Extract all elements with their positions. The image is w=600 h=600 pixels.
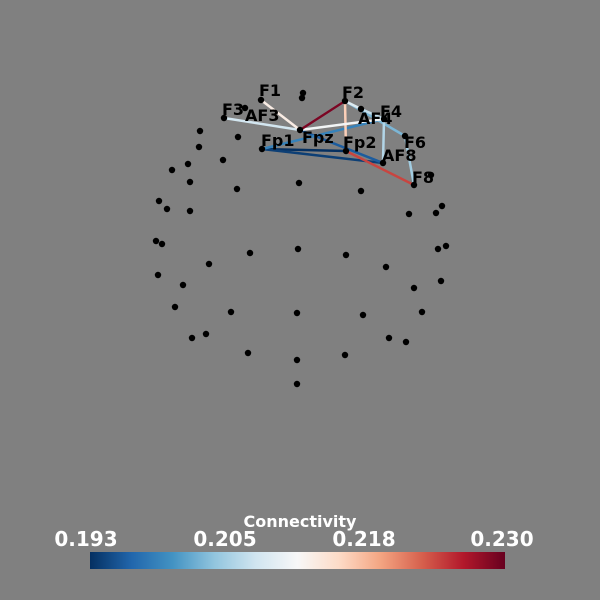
- sensor-markers: [152, 89, 450, 388]
- connection-line-Fp1-F4: [260, 117, 386, 151]
- sensor-marker: [298, 94, 306, 102]
- sensor-marker: [442, 242, 450, 250]
- sensor-marker: [359, 311, 367, 319]
- sensor-marker-Fp2: [342, 147, 350, 155]
- sensor-marker-Fp1: [258, 145, 266, 153]
- sensor-label-AF4: AF4: [358, 109, 392, 128]
- sensor-marker: [357, 187, 365, 195]
- sensor-label-AF8: AF8: [382, 146, 416, 165]
- sensor-marker: [163, 205, 171, 213]
- sensor-marker: [342, 251, 350, 259]
- sensor-label-F3: F3: [222, 100, 244, 119]
- sensor-marker: [437, 277, 445, 285]
- sensor-marker: [196, 127, 204, 135]
- sensor-marker: [341, 351, 349, 359]
- sensor-label-F1: F1: [259, 81, 281, 100]
- colorbar-tick-3: 0.218: [332, 527, 395, 551]
- sensor-marker: [234, 133, 242, 141]
- connection-line-AF4-F4: [359, 107, 386, 121]
- sensor-label-F4: F4: [380, 102, 402, 121]
- sensor-marker-F1: [257, 96, 265, 104]
- sensor-marker: [227, 308, 235, 316]
- sensor-marker-AF8: [379, 159, 387, 167]
- colorbar-title: Connectivity: [244, 512, 358, 531]
- sensor-marker: [299, 89, 307, 97]
- colorbar: Connectivity 0.193 0.205 0.218 0.230: [54, 512, 534, 569]
- sensor-marker: [438, 202, 446, 210]
- sensor-marker: [233, 185, 241, 193]
- sensor-label-AF3: AF3: [245, 106, 279, 125]
- connection-line-F3-Fpz: [222, 116, 302, 132]
- connection-line-Fpz-F2: [298, 99, 347, 132]
- sensor-marker: [410, 284, 418, 292]
- sensor-marker: [418, 308, 426, 316]
- sensor-marker-AF4: [357, 105, 365, 113]
- sensor-label-F2: F2: [342, 83, 364, 102]
- sensor-marker: [405, 210, 413, 218]
- connection-line-Fp2-F8: [344, 149, 416, 187]
- sensor-marker-AF3: [241, 104, 249, 112]
- sensor-label-F8: F8: [412, 168, 434, 187]
- sensor-marker: [184, 160, 192, 168]
- sensor-marker: [385, 334, 393, 342]
- sensor-marker: [295, 179, 303, 187]
- sensor-marker: [195, 143, 203, 151]
- sensor-marker: [202, 330, 210, 338]
- sensor-marker: [402, 338, 410, 346]
- sensor-marker-F2: [341, 97, 349, 105]
- colorbar-gradient: [90, 552, 505, 569]
- sensor-marker: [171, 303, 179, 311]
- sensor-marker: [434, 245, 442, 253]
- sensor-marker-F3: [220, 114, 228, 122]
- sensor-marker-F4: [380, 115, 388, 123]
- sensor-marker: [179, 281, 187, 289]
- connection-line-Fp1-Fp2: [260, 147, 348, 153]
- sensor-marker: [168, 166, 176, 174]
- sensor-marker: [293, 380, 301, 388]
- sensor-marker: [155, 197, 163, 205]
- sensor-marker: [186, 207, 194, 215]
- connection-line-F1-Fpz: [259, 98, 302, 132]
- sensor-marker: [158, 240, 166, 248]
- sensor-marker-Fpz: [296, 126, 304, 134]
- sensor-labels: F1 F2 F3 AF3 AF4 F4 Fp1 Fpz Fp2 F6 AF8 F…: [222, 81, 434, 187]
- sensor-marker: [294, 245, 302, 253]
- sensor-marker: [293, 309, 301, 317]
- sensor-label-F6: F6: [404, 133, 426, 152]
- sensor-marker: [152, 237, 160, 245]
- sensor-label-Fp2: Fp2: [343, 133, 377, 152]
- sensor-label-Fpz: Fpz: [302, 128, 334, 147]
- sensor-marker: [205, 260, 213, 268]
- sensor-marker: [246, 249, 254, 257]
- colorbar-tick-2: 0.205: [193, 527, 256, 551]
- sensor-marker: [293, 356, 301, 364]
- sensor-marker-F8: [410, 181, 418, 189]
- sensor-marker: [219, 156, 227, 164]
- sensor-marker: [154, 271, 162, 279]
- colorbar-tick-min: 0.193: [54, 527, 117, 551]
- connection-line-F6-F8: [403, 134, 416, 187]
- colorbar-tick-max: 0.230: [470, 527, 533, 551]
- sensor-marker: [244, 349, 252, 357]
- sensor-label-Fp1: Fp1: [261, 131, 295, 150]
- connection-line-Fpz-F4: [298, 117, 386, 132]
- sensor-marker: [188, 334, 196, 342]
- sensor-marker: [432, 209, 440, 217]
- sensor-marker: [382, 263, 390, 271]
- sensor-marker-F6: [401, 132, 409, 140]
- connection-line-F4-AF8: [381, 117, 386, 165]
- sensor-marker: [427, 171, 435, 179]
- sensor-marker: [186, 178, 194, 186]
- connection-line-Fp2-F2: [343, 99, 348, 153]
